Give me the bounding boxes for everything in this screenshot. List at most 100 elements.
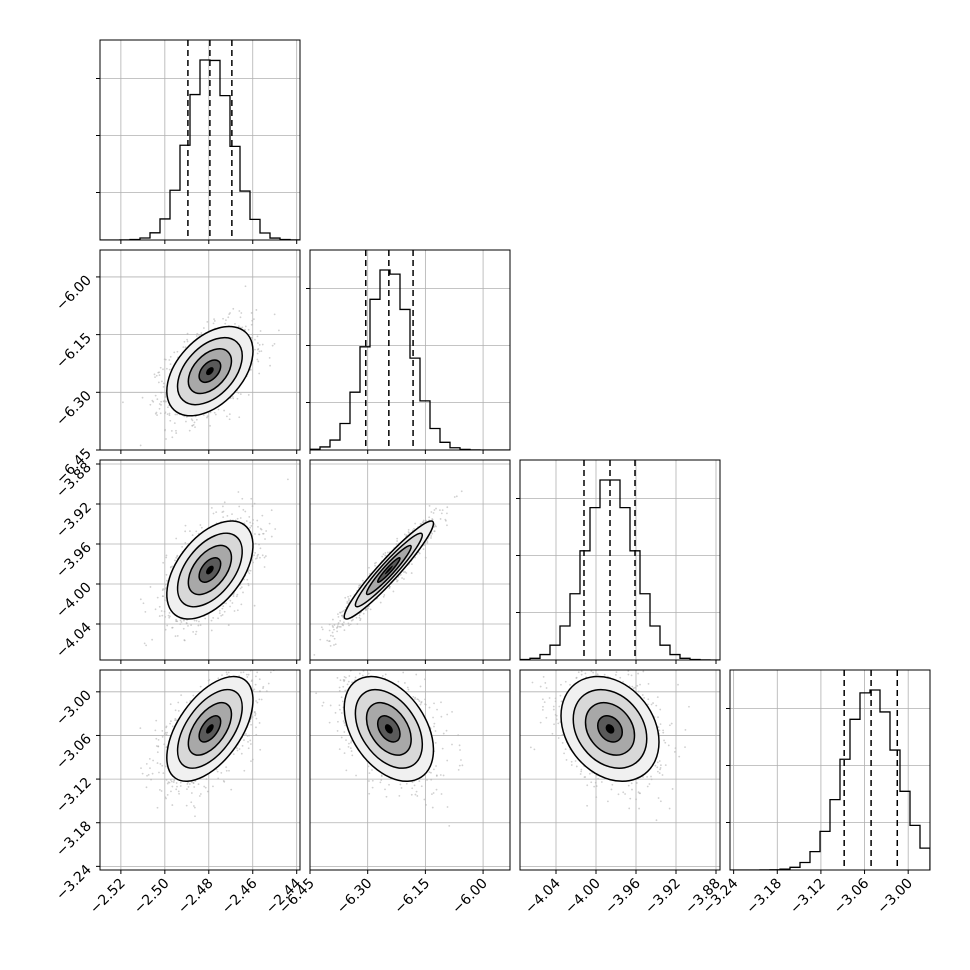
- scatter-point: [164, 616, 167, 618]
- scatter-point: [217, 408, 220, 411]
- scatter-point: [202, 327, 205, 329]
- scatter-point: [239, 393, 242, 396]
- scatter-point: [365, 608, 368, 611]
- scatter-point: [175, 432, 178, 434]
- scatter-point: [423, 544, 426, 547]
- scatter-point: [247, 328, 250, 331]
- scatter-panel-3-0: −3.24−3.18−3.12−3.06−3.00−2.52 −2.50 −2.48…: [53, 663, 305, 917]
- scatter-point: [413, 527, 415, 530]
- scatter-point: [247, 570, 250, 573]
- scatter-point: [263, 566, 266, 568]
- scatter-point: [392, 590, 395, 593]
- scatter-point: [212, 512, 215, 515]
- scatter-point: [342, 609, 345, 612]
- scatter-point: [236, 517, 239, 520]
- scatter-point: [232, 595, 235, 597]
- scatter-point: [157, 381, 160, 384]
- scatter-point: [206, 320, 209, 323]
- scatter-point: [386, 551, 389, 554]
- scatter-point: [329, 634, 332, 637]
- scatter-point: [414, 522, 417, 525]
- scatter-point: [258, 343, 261, 346]
- scatter-point: [174, 559, 176, 562]
- scatter-point: [245, 733, 247, 735]
- scatter-point: [179, 785, 182, 787]
- density-peak: [384, 565, 393, 575]
- scatter-point: [248, 572, 251, 575]
- scatter-point: [244, 285, 247, 288]
- scatter-point: [183, 639, 186, 641]
- scatter-point: [176, 413, 178, 416]
- scatter-point: [229, 312, 231, 314]
- scatter-point: [455, 495, 458, 498]
- scatter-point: [244, 325, 247, 328]
- scatter-point: [168, 414, 171, 417]
- scatter-point: [225, 415, 228, 418]
- scatter-point: [158, 403, 161, 405]
- scatter-point: [175, 719, 178, 722]
- scatter-point: [225, 319, 227, 322]
- scatter-point: [169, 355, 172, 358]
- scatter-point: [256, 358, 259, 361]
- scatter-point: [164, 583, 167, 586]
- scatter-point: [250, 760, 252, 763]
- scatter-point: [307, 664, 309, 666]
- scatter-point: [182, 346, 185, 349]
- scatter-point: [374, 564, 376, 567]
- scatter-point: [205, 778, 208, 780]
- scatter-point: [171, 565, 174, 568]
- scatter-point: [154, 412, 157, 415]
- scatter-point: [122, 401, 124, 404]
- scatter-point: [174, 635, 177, 638]
- scatter-point: [332, 635, 334, 638]
- scatter-point: [383, 594, 386, 596]
- scatter-point: [430, 511, 433, 513]
- scatter-point: [193, 421, 196, 424]
- scatter-point: [169, 615, 171, 618]
- scatter-point: [254, 712, 257, 715]
- scatter-point: [217, 777, 220, 780]
- scatter-point: [264, 538, 266, 540]
- scatter-point: [232, 307, 235, 310]
- scatter-point: [358, 616, 361, 619]
- scatter-point: [328, 623, 331, 626]
- scatter-point: [206, 663, 208, 665]
- scatter-point: [256, 519, 259, 522]
- scatter-point: [186, 783, 189, 785]
- scatter-point: [223, 409, 226, 412]
- scatter-point: [213, 318, 215, 321]
- scatter-point: [222, 516, 225, 519]
- scatter-point: [349, 623, 352, 626]
- scatter-point: [161, 595, 164, 598]
- scatter-point: [166, 794, 169, 796]
- y-tick-label: −3.92: [53, 500, 95, 542]
- scatter-point: [162, 382, 165, 385]
- scatter-point: [190, 792, 193, 794]
- scatter-point: [347, 595, 349, 598]
- scatter-point: [237, 391, 240, 394]
- scatter-point: [346, 600, 349, 603]
- scatter-point: [160, 790, 163, 792]
- scatter-point: [200, 526, 203, 529]
- scatter-point: [158, 605, 161, 608]
- scatter-point: [212, 616, 215, 619]
- histogram-step: [310, 269, 510, 450]
- scatter-point: [209, 424, 211, 427]
- scatter-point: [176, 350, 179, 353]
- scatter-point: [328, 629, 331, 632]
- scatter-point: [263, 556, 266, 559]
- scatter-point: [249, 743, 252, 745]
- scatter-point: [152, 759, 155, 762]
- scatter-point: [145, 644, 148, 647]
- scatter-point: [401, 577, 403, 579]
- scatter-point: [229, 605, 231, 608]
- scatter-point: [199, 685, 202, 688]
- scatter-point: [333, 624, 336, 626]
- scatter-point: [422, 519, 425, 522]
- scatter-point: [154, 376, 156, 379]
- scatter-point: [257, 342, 259, 344]
- scatter-point: [253, 502, 256, 505]
- scatter-point: [446, 512, 448, 515]
- scatter-point: [185, 621, 188, 624]
- scatter-point: [174, 709, 177, 712]
